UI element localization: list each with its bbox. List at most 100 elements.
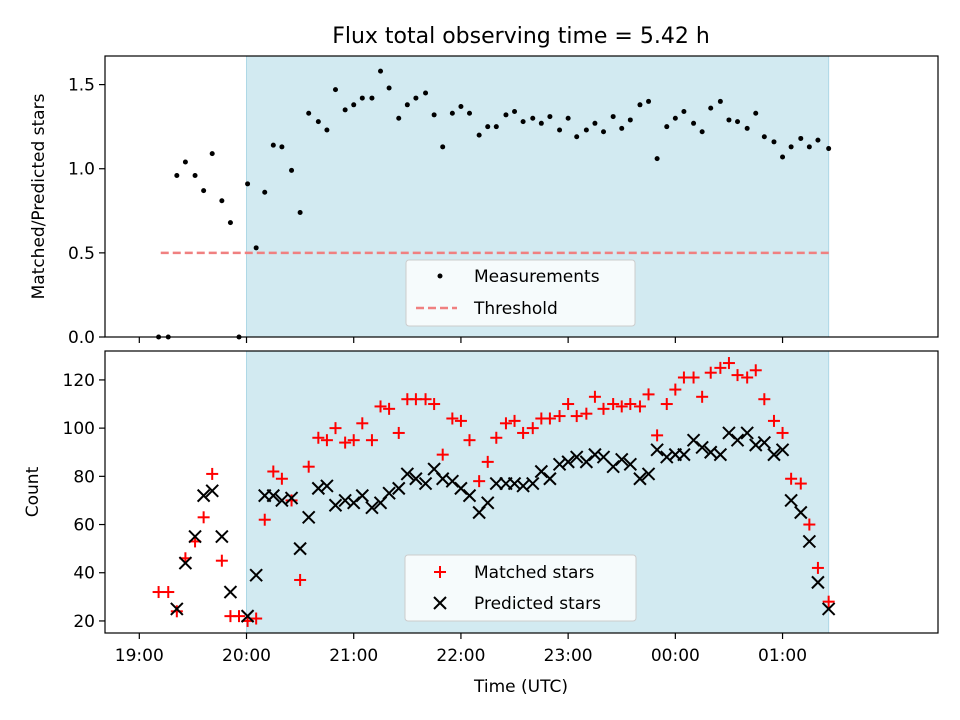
measurement-point	[315, 119, 321, 125]
matched-star-point	[383, 402, 396, 415]
count-y-tick-label: 120	[63, 371, 95, 391]
measurement-point	[530, 115, 536, 121]
measurement-point	[520, 119, 526, 125]
legend-threshold-label: Threshold	[473, 299, 558, 319]
x-tick-label: 20:00	[222, 646, 271, 666]
matched-star-point	[446, 412, 459, 425]
matched-star-point	[642, 388, 655, 401]
matched-star-point	[499, 417, 512, 430]
measurement-point	[396, 115, 402, 121]
ratio-y-tick-label: 1.0	[68, 160, 95, 180]
predicted-star-points	[170, 426, 836, 623]
predicted-star-point	[775, 443, 790, 457]
matched-star-point	[580, 407, 593, 420]
measurement-point	[467, 110, 473, 116]
predicted-star-point	[418, 476, 433, 491]
matched-star-point	[197, 511, 210, 524]
matched-star-point	[758, 393, 771, 406]
count-y-tick-label: 100	[63, 419, 95, 439]
measurement-point	[378, 68, 384, 74]
count-y-tick-label: 40	[73, 564, 95, 584]
measurement-point	[547, 114, 553, 120]
predicted-star-point	[740, 426, 754, 440]
measurement-point	[342, 107, 348, 113]
predicted-star-point	[311, 481, 326, 496]
matched-star-point	[749, 364, 762, 377]
measurement-point	[503, 112, 509, 118]
predicted-star-point	[240, 609, 255, 623]
predicted-star-point	[223, 585, 238, 599]
ratio-y-ticks: 0.0 0.5 1.0 1.5	[68, 76, 105, 348]
predicted-star-point	[215, 529, 229, 544]
legend-matched-marker	[434, 566, 446, 578]
measurement-point	[413, 95, 419, 101]
ratio-legend-box	[405, 259, 636, 327]
ratio-y-tick-label: 1.5	[68, 76, 95, 96]
x-tick-label: 23:00	[544, 646, 593, 666]
matched-star-point	[597, 402, 610, 415]
measurement-point	[476, 132, 482, 138]
matched-star-point	[562, 398, 575, 411]
measurement-point	[788, 144, 794, 150]
predicted-star-point	[382, 486, 396, 500]
measurement-point	[386, 85, 392, 91]
matched-star-point	[508, 414, 521, 427]
matched-star-point	[170, 605, 183, 618]
matched-star-point	[206, 467, 219, 480]
ratio-y-tick-label: 0.0	[68, 328, 95, 348]
ratio-panel-frame	[104, 55, 939, 338]
measurement-point	[627, 117, 633, 123]
x-axis-label: Time (UTC)	[473, 677, 568, 697]
predicted-star-point	[409, 472, 423, 486]
matched-star-point	[785, 472, 798, 485]
chart-title: Flux total observing time = 5.42 h	[332, 24, 710, 49]
matched-star-point	[570, 410, 583, 423]
matched-star-point	[615, 400, 628, 413]
measurement-point	[289, 167, 295, 173]
matched-star-point	[490, 431, 503, 444]
predicted-star-point	[249, 568, 263, 582]
matched-star-point	[803, 518, 816, 531]
count-y-ticks: 20 40 60 80 100 120	[63, 371, 105, 632]
matched-star-point	[294, 573, 307, 586]
matched-star-point	[302, 460, 315, 473]
measurement-point	[279, 144, 285, 150]
predicted-star-point	[650, 443, 664, 457]
predicted-star-point	[588, 447, 602, 462]
predicted-star-point	[767, 447, 781, 462]
measurement-point	[227, 220, 233, 226]
measurement-point	[583, 127, 589, 133]
predicted-star-point	[188, 529, 202, 544]
matched-star-point	[473, 475, 486, 488]
measurement-point	[619, 125, 625, 131]
measurement-point	[780, 154, 786, 160]
predicted-star-point	[338, 493, 352, 508]
predicted-star-point	[293, 541, 307, 556]
predicted-star-point	[615, 452, 629, 467]
measurement-point	[664, 124, 670, 130]
measurement-point	[192, 172, 198, 178]
ratio-legend: Measurements Threshold	[405, 259, 636, 327]
matched-star-point	[543, 412, 556, 425]
predicted-star-point	[170, 602, 184, 616]
predicted-star-point	[570, 450, 584, 464]
measurement-point	[815, 137, 821, 143]
predicted-star-point	[400, 467, 415, 481]
count-y-axis-label: Count	[23, 466, 43, 517]
predicted-star-point	[660, 450, 674, 464]
measurement-point	[174, 172, 180, 178]
predicted-star-point	[275, 493, 289, 508]
measurement-point	[359, 95, 365, 101]
predicted-star-point	[205, 484, 219, 498]
matched-star-point	[233, 610, 246, 623]
predicted-star-point	[355, 488, 370, 503]
count-panel-frame	[104, 350, 939, 634]
predicted-star-point	[178, 556, 193, 570]
matched-star-point	[454, 414, 467, 427]
matched-star-point	[776, 426, 789, 439]
matched-star-point	[392, 426, 405, 439]
count-y-tick-label: 20	[73, 612, 95, 632]
matched-star-point	[660, 398, 673, 411]
predicted-star-point	[713, 447, 728, 462]
measurement-point	[493, 124, 499, 130]
